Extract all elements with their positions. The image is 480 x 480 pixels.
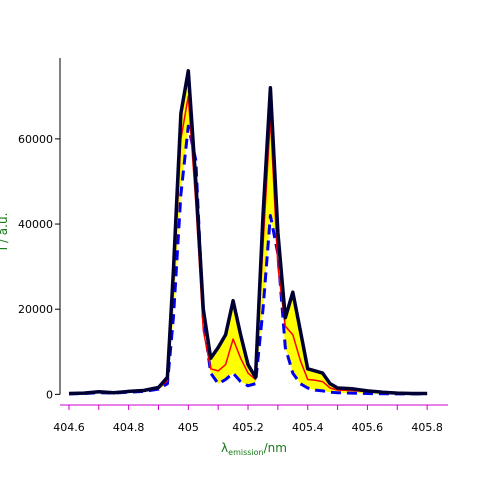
band-fill bbox=[69, 70, 428, 394]
y-tick-label: 60000 bbox=[18, 133, 53, 146]
x-tick-label: 405.8 bbox=[411, 421, 443, 434]
x-axis-ticks: 404.6 404.8 405 405.2 405.4 405.6 405.8 bbox=[53, 405, 443, 434]
y-axis-ticks: 0 20000 40000 60000 bbox=[18, 133, 60, 401]
x-tick-label: 404.8 bbox=[113, 421, 145, 434]
x-tick-label: 405.6 bbox=[352, 421, 384, 434]
band-fill-layer bbox=[69, 70, 428, 394]
series-line-middle bbox=[68, 95, 428, 395]
y-axis-label: I / a.u. bbox=[0, 213, 10, 251]
x-axis-label-unit: /nm bbox=[264, 441, 287, 455]
x-axis-label: λemission/nm bbox=[221, 441, 287, 457]
x-axis-label-main: λ bbox=[221, 441, 228, 455]
y-tick-label: 0 bbox=[46, 388, 53, 401]
x-tick-label: 404.6 bbox=[53, 421, 85, 434]
series-layer bbox=[68, 69, 428, 396]
series-line-upper bbox=[68, 69, 428, 396]
series-line-lower bbox=[68, 124, 428, 396]
y-tick-label: 20000 bbox=[18, 303, 53, 316]
x-tick-label: 405 bbox=[178, 421, 199, 434]
x-tick-label: 405.4 bbox=[292, 421, 324, 434]
x-axis-label-sub: emission bbox=[228, 448, 263, 457]
y-tick-label: 40000 bbox=[18, 218, 53, 231]
x-tick-label: 405.2 bbox=[232, 421, 264, 434]
